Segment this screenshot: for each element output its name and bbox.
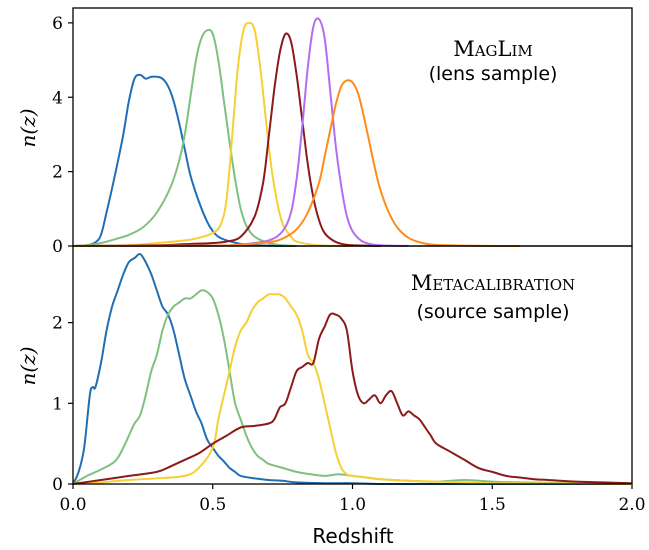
panel-top: n(z) 0 2 4 6 MAGLIM (lens sample)	[16, 7, 633, 257]
x-tick-group-bottom: 0.0 0.5 1.0 1.5 2.0	[59, 484, 646, 515]
y-tick-label: 4	[52, 88, 63, 108]
x-tick-label: 1.5	[479, 495, 506, 515]
y-tick-label: 6	[52, 14, 63, 34]
axes-frame-bottom	[72, 245, 633, 485]
series-line-top-3	[72, 21, 353, 247]
x-tick-label: 1.0	[339, 495, 366, 515]
xlabel: Redshift	[312, 524, 393, 548]
series-line-top-2	[72, 28, 297, 247]
series-line-top-5	[72, 17, 409, 247]
series-line-top-6	[72, 79, 521, 248]
y-tick-label: 0	[52, 237, 63, 257]
series-line-top-1	[72, 73, 297, 247]
ylabel-top: n(z)	[16, 108, 40, 147]
y-tick-label: 0	[52, 475, 63, 495]
x-tick-label: 0.5	[199, 495, 226, 515]
panel-bottom: n(z) 0 1 2 0.0 0.5 1.0 1.5 2.0 METACALIBRATION…	[16, 245, 646, 548]
axes-frame-top	[72, 7, 633, 247]
series-line-bottom-3	[72, 293, 633, 485]
y-tick-label: 2	[52, 314, 63, 334]
x-tick-label: 2.0	[618, 495, 645, 515]
x-tick-label: 0.0	[59, 495, 86, 515]
annotation-top-subtitle: (lens sample)	[429, 63, 558, 85]
series-group-bottom	[72, 253, 633, 486]
y-tick-group-bottom: 0 1 2	[52, 314, 73, 495]
annotation-bottom-title: METACALIBRATION	[411, 271, 575, 295]
annotation-bottom-subtitle: (source sample)	[416, 301, 569, 323]
ylabel-bottom: n(z)	[16, 346, 40, 385]
series-line-bottom-1	[72, 253, 632, 486]
y-tick-group-top: 0 2 4 6	[52, 14, 73, 257]
series-group-top	[72, 17, 521, 248]
series-line-top-4	[72, 32, 381, 247]
y-tick-label: 1	[52, 394, 63, 414]
y-tick-label: 2	[52, 163, 63, 183]
series-line-bottom-4	[72, 312, 633, 485]
annotation-top-title: MAGLIM	[453, 37, 533, 61]
